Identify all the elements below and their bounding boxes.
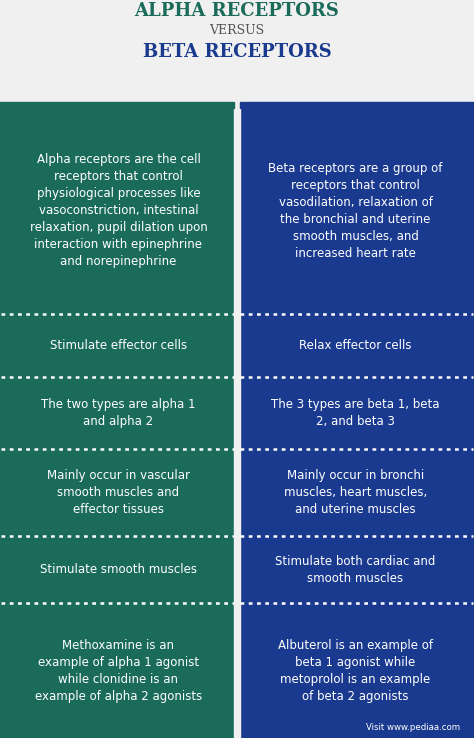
Bar (240, 536, 474, 603)
Text: Relax effector cells: Relax effector cells (299, 339, 412, 352)
Text: Visit www.pediaa.com: Visit www.pediaa.com (365, 723, 460, 732)
Text: ALPHA RECEPTORS: ALPHA RECEPTORS (135, 2, 339, 20)
Text: Stimulate effector cells: Stimulate effector cells (50, 339, 187, 352)
Bar (234, 108, 240, 738)
Bar (0, 377, 234, 449)
Text: Methoxamine is an
example of alpha 1 agonist
while clonidine is an
example of al: Methoxamine is an example of alpha 1 ago… (35, 638, 202, 703)
Text: Stimulate both cardiac and
smooth muscles: Stimulate both cardiac and smooth muscle… (275, 554, 436, 584)
Bar (240, 314, 474, 377)
Text: The 3 types are beta 1, beta
2, and beta 3: The 3 types are beta 1, beta 2, and beta… (271, 398, 440, 428)
Text: VERSUS: VERSUS (210, 24, 264, 37)
Bar (240, 108, 474, 314)
Bar (0, 108, 234, 314)
Bar (0, 102, 234, 108)
Bar (240, 377, 474, 449)
Text: BETA RECEPTORS: BETA RECEPTORS (143, 43, 331, 61)
Bar (240, 449, 474, 536)
Bar (0, 603, 234, 738)
Text: Stimulate smooth muscles: Stimulate smooth muscles (40, 563, 197, 576)
Bar (0, 314, 234, 377)
Text: Beta receptors are a group of
receptors that control
vasodilation, relaxation of: Beta receptors are a group of receptors … (268, 162, 443, 260)
Text: Albuterol is an example of
beta 1 agonist while
metoprolol is an example
of beta: Albuterol is an example of beta 1 agonis… (278, 638, 433, 703)
Text: Alpha receptors are the cell
receptors that control
physiological processes like: Alpha receptors are the cell receptors t… (29, 154, 207, 269)
Text: Mainly occur in vascular
smooth muscles and
effector tissues: Mainly occur in vascular smooth muscles … (47, 469, 190, 516)
Bar (0, 536, 234, 603)
Text: The two types are alpha 1
and alpha 2: The two types are alpha 1 and alpha 2 (41, 398, 196, 428)
Bar (240, 603, 474, 738)
Bar (240, 102, 474, 108)
Text: Mainly occur in bronchi
muscles, heart muscles,
and uterine muscles: Mainly occur in bronchi muscles, heart m… (284, 469, 427, 516)
Bar (0, 449, 234, 536)
